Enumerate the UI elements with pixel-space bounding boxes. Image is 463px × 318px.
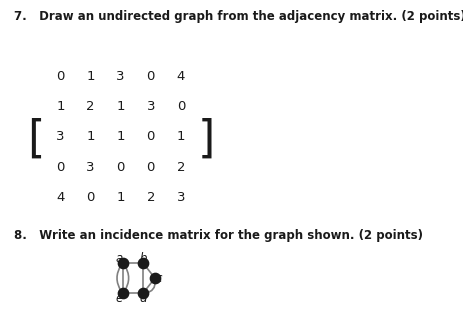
Text: b: b [139,252,146,265]
Text: 7.   Draw an undirected graph from the adjacency matrix. (2 points): 7. Draw an undirected graph from the adj… [14,10,463,23]
Text: d: d [139,292,146,305]
Text: 1: 1 [56,100,64,113]
Text: 0: 0 [146,70,155,83]
Text: [: [ [27,118,44,161]
Text: 3: 3 [56,130,64,143]
Text: 1: 1 [116,130,125,143]
Text: 2: 2 [146,191,155,204]
FancyArrowPatch shape [124,265,128,291]
Text: 3: 3 [86,161,94,174]
Point [139,291,146,296]
Text: 0: 0 [116,161,125,174]
Text: ]: ] [197,118,214,161]
Text: 4: 4 [176,70,185,83]
Text: c: c [155,272,162,285]
Point [119,260,126,265]
Text: a: a [116,252,123,265]
Text: 0: 0 [56,161,64,174]
Text: 0: 0 [56,70,64,83]
Text: 3: 3 [176,191,185,204]
Text: 1: 1 [176,130,185,143]
Text: 1: 1 [116,191,125,204]
Text: 2: 2 [86,100,94,113]
Text: 0: 0 [86,191,94,204]
Text: 3: 3 [146,100,155,113]
Text: 0: 0 [146,130,155,143]
Text: 4: 4 [56,191,64,204]
Point [119,291,126,296]
Point [151,275,158,280]
Text: e: e [115,292,122,305]
Text: 1: 1 [86,130,94,143]
FancyArrowPatch shape [145,281,155,293]
Text: 3: 3 [116,70,125,83]
Text: 1: 1 [116,100,125,113]
FancyArrowPatch shape [117,265,121,291]
Point [139,260,146,265]
Text: 0: 0 [176,100,185,113]
Text: 0: 0 [146,161,155,174]
Text: 1: 1 [86,70,94,83]
Text: 2: 2 [176,161,185,174]
Text: 8.   Write an incidence matrix for the graph shown. (2 points): 8. Write an incidence matrix for the gra… [14,229,422,242]
